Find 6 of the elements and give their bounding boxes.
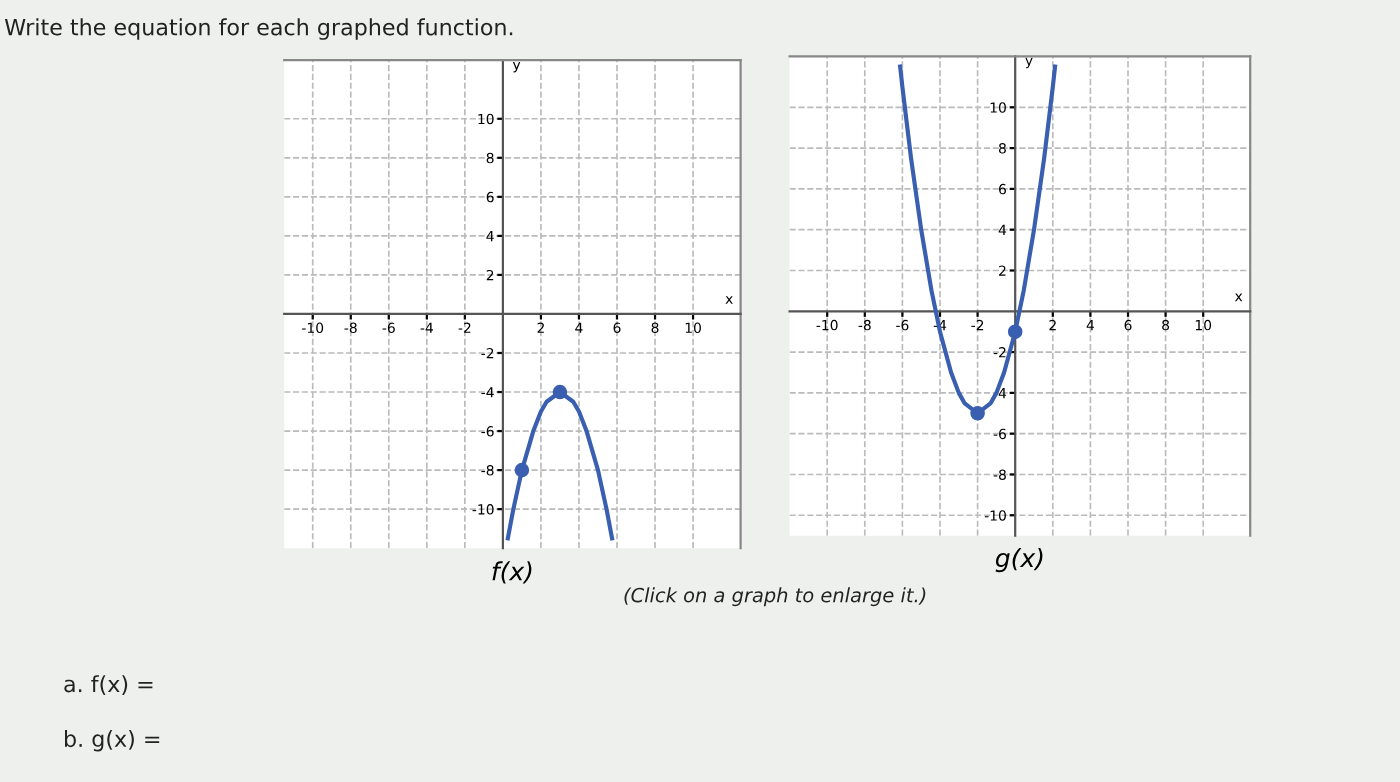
text: a. f(x) =	[64, 675, 153, 695]
text: f(x)	[492, 561, 532, 584]
text: g(x)	[995, 547, 1043, 573]
text: (Click on a graph to enlarge it.)	[624, 587, 926, 607]
text: Write the equation for each graphed function.	[4, 18, 513, 40]
text: b. g(x) =	[65, 729, 160, 752]
